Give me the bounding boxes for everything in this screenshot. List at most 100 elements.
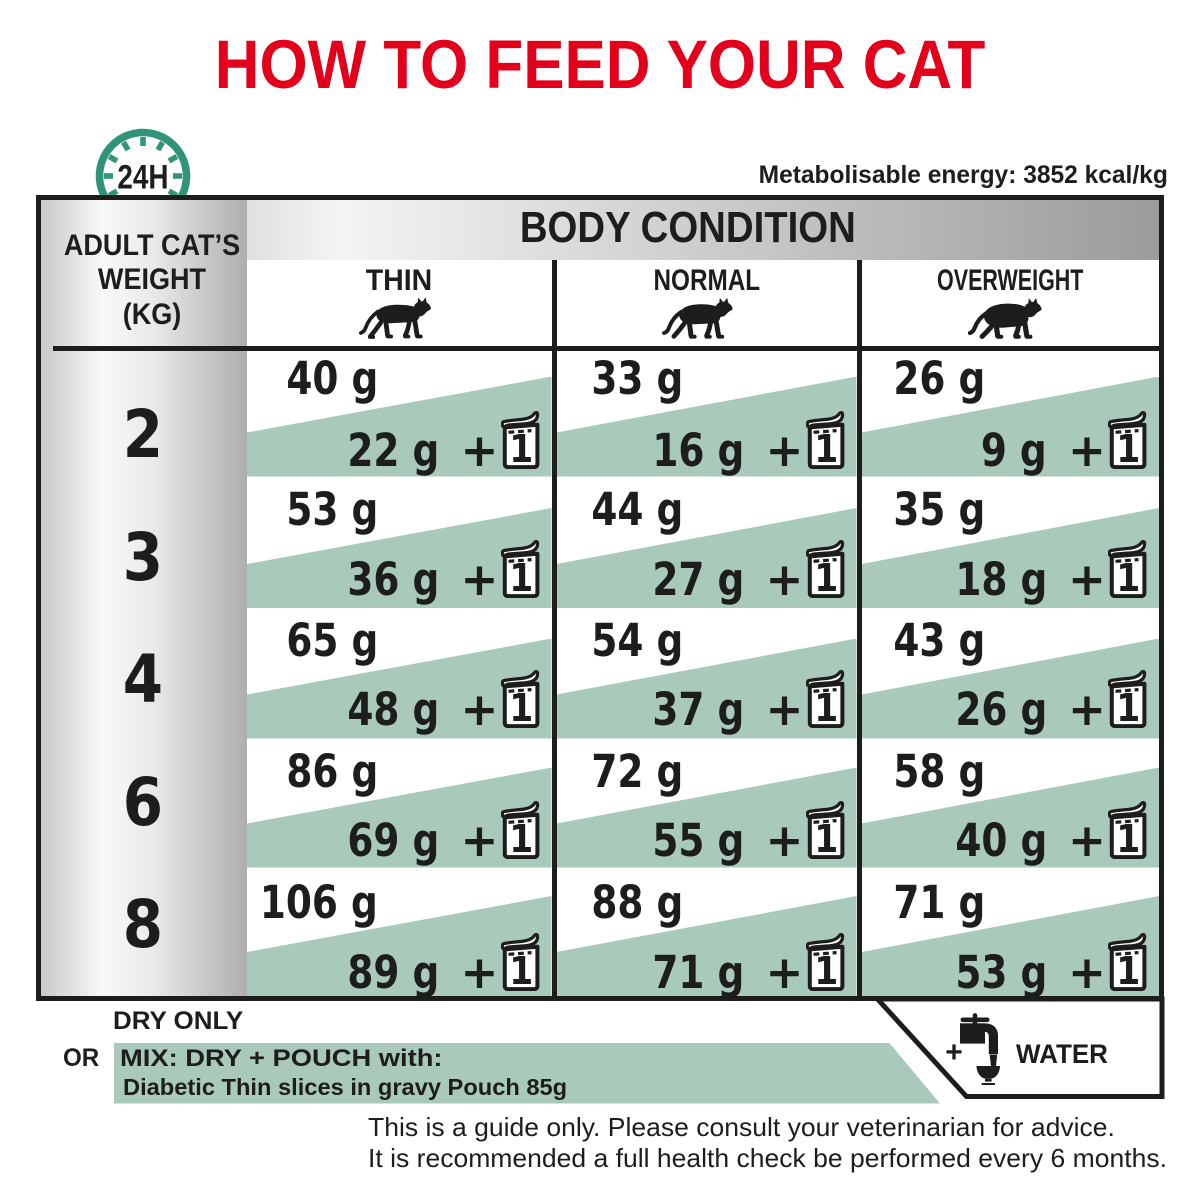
mix-amount-group: 36 g +1 (328, 540, 540, 602)
or-label: OR (63, 1045, 101, 1071)
mix-amount: 40 g (955, 814, 1048, 868)
pouch-count: 1 (1116, 555, 1140, 598)
condition-label-2: OVERWEIGHT (862, 266, 1160, 296)
mix-amount-group: 26 g +1 (936, 669, 1148, 736)
dry-amount-value: 106 g (260, 876, 379, 929)
dry-amount-value: 53 g (286, 482, 379, 536)
condition-label-1: NORMAL (557, 266, 857, 296)
water-tap-bowl-icon (960, 1013, 1000, 1085)
weight-number: 8 (122, 886, 164, 964)
dry-amount: 53 g (208, 482, 379, 536)
mix-amount-group: 89 g +1 (328, 933, 540, 1000)
energy-note: Metabolisable energy: 3852 kcal/kg (746, 162, 1167, 188)
condition-label-0: THIN (247, 266, 552, 296)
dry-amount-value: 72 g (591, 745, 684, 798)
food-pouch-icon: 1 (1108, 540, 1147, 599)
weight-header-line-1: ADULT CAT’S (63, 229, 241, 262)
condition-label-text: THIN (366, 264, 433, 297)
plus-sign: + (765, 682, 804, 736)
water-box (872, 996, 1165, 1099)
cat-overweight-icon (967, 297, 1042, 339)
mix-amount: 27 g (652, 553, 745, 607)
dry-only-text: DRY ONLY (113, 1007, 244, 1036)
dry-amount: 106 g (208, 876, 379, 929)
mix-amount-group: 71 g +1 (633, 933, 845, 1000)
cat-normal-icon (662, 297, 733, 339)
food-pouch-icon: 1 (1108, 801, 1147, 860)
pouch-count: 1 (509, 426, 533, 469)
dry-amount-value: 44 g (591, 482, 684, 536)
dry-amount: 65 g (208, 618, 378, 663)
body-condition-header-cell: BODY CONDITION (247, 200, 1159, 260)
food-pouch-icon: 1 (805, 540, 845, 599)
mix-amount: 37 g (652, 682, 745, 736)
pouch-count: 1 (509, 685, 533, 728)
dry-amount-value: 35 g (893, 482, 986, 536)
water-label: WATER (1016, 1040, 1111, 1068)
footer-line-1: This is a guide only. Please consult you… (367, 1111, 1115, 1142)
mix-amount: 26 g (955, 682, 1048, 736)
weight-value: 3 (40, 518, 246, 596)
dry-amount: 58 g (816, 745, 986, 798)
mix-amount: 71 g (652, 946, 745, 1000)
food-pouch-icon: 1 (805, 669, 845, 728)
food-pouch-icon: 1 (500, 933, 540, 992)
mix-amount: 48 g (347, 682, 440, 736)
mix-amount-group: 37 g +1 (633, 669, 845, 736)
weight-column-header: ADULT CAT’S WEIGHT (KG) (49, 229, 255, 332)
plus-sign: + (460, 814, 499, 868)
weight-value: 2 (40, 396, 246, 474)
food-pouch-icon: 1 (1108, 669, 1147, 728)
pouch-count: 1 (1116, 426, 1140, 469)
mix-amount-group: 40 g +1 (936, 801, 1148, 868)
mix-amount-group: 53 g +1 (936, 933, 1148, 1000)
plus-sign: + (765, 946, 804, 1000)
dry-amount: 40 g (208, 356, 378, 401)
dry-amount: 26 g (816, 356, 986, 401)
weight-value: 4 (40, 646, 246, 712)
mix-amount: 53 g (955, 946, 1048, 1000)
pouch-count: 1 (814, 426, 838, 469)
plus-sign: + (460, 946, 499, 1000)
mix-subtitle-text: Diabetic Thin slices in gravy Pouch 85g (122, 1074, 567, 1100)
clock-24h-label: 24H (118, 158, 169, 196)
footer-line-2: It is recommended a full health check be… (367, 1143, 1167, 1174)
dry-amount: 71 g (816, 880, 986, 925)
mix-amount-group: 27 g +1 (633, 540, 845, 607)
mix-option-band (114, 1042, 940, 1104)
mix-amount-group: 22 g +1 (328, 410, 540, 473)
mix-amount: 9 g (981, 423, 1048, 477)
page-title-text: HOW TO FEED YOUR CAT (214, 25, 986, 103)
mix-amount: 69 g (347, 814, 440, 868)
plus-sign: + (1068, 553, 1106, 607)
pouch-count: 1 (509, 817, 533, 860)
mix-amount: 16 g (652, 423, 745, 477)
weight-header-line-2: WEIGHT (97, 263, 207, 297)
plus-sign: + (765, 814, 804, 868)
dry-amount: 43 g (816, 618, 986, 663)
weight-number: 2 (122, 396, 164, 474)
pouch-count: 1 (1116, 685, 1140, 728)
water-plus: + (941, 1038, 967, 1068)
pouch-count: 1 (509, 948, 533, 991)
weight-value: 8 (40, 886, 246, 964)
mix-amount-group: 18 g +1 (936, 540, 1148, 607)
pouch-count: 1 (814, 817, 838, 860)
food-pouch-icon: 1 (500, 669, 540, 728)
mix-amount-group: 16 g +1 (633, 410, 845, 477)
pouch-count: 1 (814, 685, 838, 728)
weight-number: 6 (122, 763, 164, 841)
dry-amount: 54 g (513, 618, 683, 663)
mix-option-title: MIX: DRY + POUCH with: (120, 1046, 443, 1071)
food-pouch-icon: 1 (500, 801, 540, 860)
mix-title-text: MIX: DRY + POUCH with: (120, 1044, 443, 1072)
mix-amount-group: 55 g +1 (633, 801, 845, 868)
dry-amount-value: 58 g (893, 745, 986, 798)
dry-amount: 88 g (513, 880, 683, 925)
pouch-count: 1 (814, 948, 838, 991)
dry-amount: 35 g (816, 482, 986, 536)
weight-number: 3 (122, 518, 164, 596)
pouch-count: 1 (1116, 817, 1140, 860)
mix-option-subtitle: Diabetic Thin slices in gravy Pouch 85g (123, 1076, 567, 1099)
condition-label-text: OVERWEIGHT (937, 264, 1084, 297)
